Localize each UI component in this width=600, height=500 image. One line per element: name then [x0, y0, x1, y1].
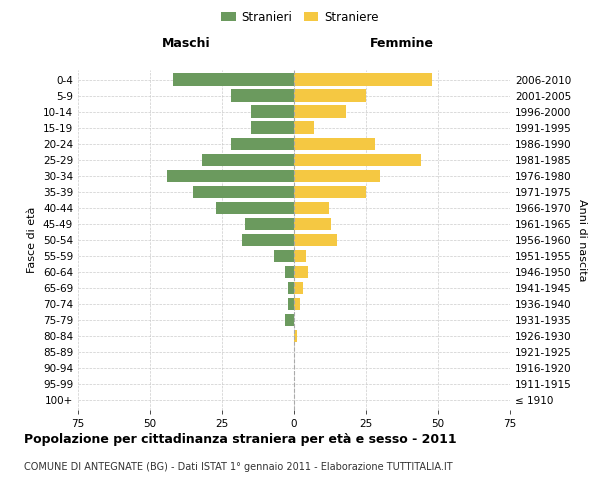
Bar [294, 186, 366, 198]
Bar [216, 202, 294, 214]
Bar [245, 218, 294, 230]
Bar [242, 234, 294, 246]
Bar [294, 298, 300, 310]
Text: Maschi: Maschi [161, 37, 211, 50]
Bar [288, 298, 294, 310]
Y-axis label: Fasce di età: Fasce di età [28, 207, 37, 273]
Bar [294, 250, 305, 262]
Bar [294, 90, 366, 102]
Bar [288, 282, 294, 294]
Bar [202, 154, 294, 166]
Bar [294, 154, 421, 166]
Text: Popolazione per cittadinanza straniera per età e sesso - 2011: Popolazione per cittadinanza straniera p… [24, 432, 457, 446]
Bar [294, 266, 308, 278]
Y-axis label: Anni di nascita: Anni di nascita [577, 198, 587, 281]
Bar [286, 314, 294, 326]
Bar [294, 106, 346, 118]
Text: Femmine: Femmine [370, 37, 434, 50]
Bar [230, 138, 294, 150]
Bar [294, 282, 302, 294]
Bar [294, 202, 329, 214]
Legend: Stranieri, Straniere: Stranieri, Straniere [217, 6, 383, 28]
Bar [251, 106, 294, 118]
Bar [294, 218, 331, 230]
Text: COMUNE DI ANTEGNATE (BG) - Dati ISTAT 1° gennaio 2011 - Elaborazione TUTTITALIA.: COMUNE DI ANTEGNATE (BG) - Dati ISTAT 1°… [24, 462, 452, 472]
Bar [294, 170, 380, 182]
Bar [230, 90, 294, 102]
Bar [167, 170, 294, 182]
Bar [274, 250, 294, 262]
Bar [173, 74, 294, 86]
Bar [294, 234, 337, 246]
Bar [294, 330, 297, 342]
Bar [286, 266, 294, 278]
Bar [251, 122, 294, 134]
Bar [294, 74, 432, 86]
Bar [294, 122, 314, 134]
Bar [193, 186, 294, 198]
Bar [294, 138, 374, 150]
